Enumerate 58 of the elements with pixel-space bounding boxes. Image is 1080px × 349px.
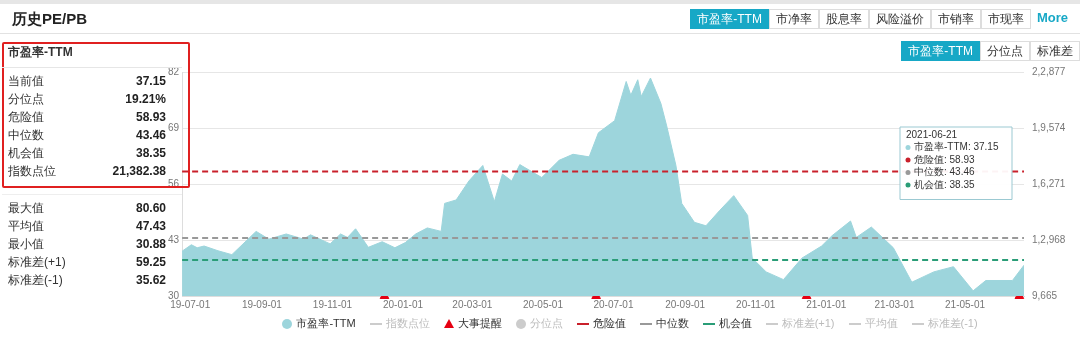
text: More — [1030, 9, 1074, 29]
x-tick-label: 21-03-01 — [874, 298, 915, 310]
x-tick-label: 21-01-01 — [806, 298, 847, 310]
legend-label: 中位数 — [655, 316, 689, 331]
y-tick-label: 43 — [168, 233, 180, 245]
text: 市净率 — [768, 9, 819, 29]
x-tick-label: 19-09-01 — [241, 298, 283, 310]
x-tick-label: 21-05-01 — [945, 298, 986, 310]
text: 标准差(-1) — [927, 316, 978, 331]
annotation: 市盈率-TTM: 37.15 — [914, 141, 999, 153]
text: 当前值 37.15 — [8, 74, 166, 88]
text: 市盈率-TTM — [690, 9, 769, 29]
text: 市现率 — [980, 9, 1031, 29]
text: 机会值 38.35 — [8, 146, 166, 160]
text: 中位数 43.46 — [8, 128, 166, 142]
text: 1,6,271 — [1032, 177, 1066, 189]
text: 市盈率-TTM — [901, 41, 980, 61]
x-tick-label: 19-07-01 — [170, 298, 211, 310]
text: 1,9,574 — [1032, 121, 1066, 133]
text: 最小值 30.88 — [8, 237, 166, 251]
x-tick-label: 20-05-01 — [522, 298, 564, 310]
annotation: 机会值: 38.35 — [914, 178, 976, 190]
text: 指数点位 — [385, 316, 430, 331]
text: 分位点 — [980, 41, 1030, 61]
annotation: 中位数: 43.46 — [914, 166, 976, 178]
text: 风险溢价 — [868, 9, 931, 29]
legend-label: 大事提醒 — [457, 316, 502, 331]
x-tick-label: 20-07-01 — [593, 298, 634, 310]
text: 1,2,968 — [1032, 233, 1066, 245]
x-tick-label: 19-11-01 — [312, 298, 353, 310]
text: 标准差 — [1030, 41, 1080, 61]
annotation: 危险值: 58.93 — [914, 153, 976, 165]
text: 标准差(+1) 59.25 — [8, 255, 166, 269]
text: 分位点 — [529, 316, 563, 331]
text: 最大值 80.60 — [8, 201, 166, 215]
text: 分位点 19.21% — [8, 92, 166, 106]
text: 市销率 — [930, 9, 981, 29]
x-tick-label: 20-01-01 — [382, 298, 424, 310]
text: 指数点位 21,382.38 — [8, 164, 166, 178]
text: 2,2,877 — [1032, 65, 1066, 77]
text: 标准差(-1) 35.62 — [8, 273, 166, 287]
legend-label: 危险值 — [592, 316, 626, 331]
legend-label: 市盈率-TTM — [296, 316, 356, 331]
y-tick-label: 30 — [168, 289, 180, 301]
legend-label: 机会值 — [718, 316, 752, 331]
x-tick-label: 20-09-01 — [665, 298, 706, 310]
x-tick-label: 20-03-01 — [452, 298, 493, 310]
text: 危险值 58.93 — [8, 110, 166, 124]
text: 平均值 47.43 — [8, 219, 166, 233]
text: 市盈率-TTM — [8, 45, 73, 59]
text: 标准差(+1) — [781, 316, 835, 331]
text: 股息率 — [818, 9, 869, 29]
annotation: 2021-06-21 — [906, 128, 958, 140]
text: 历史PE/PB — [12, 10, 88, 29]
x-tick-label: 20-11-01 — [736, 298, 776, 310]
text: 9,665 — [1032, 289, 1058, 301]
y-tick-label: 69 — [168, 121, 180, 133]
text: 平均值 — [864, 316, 898, 331]
